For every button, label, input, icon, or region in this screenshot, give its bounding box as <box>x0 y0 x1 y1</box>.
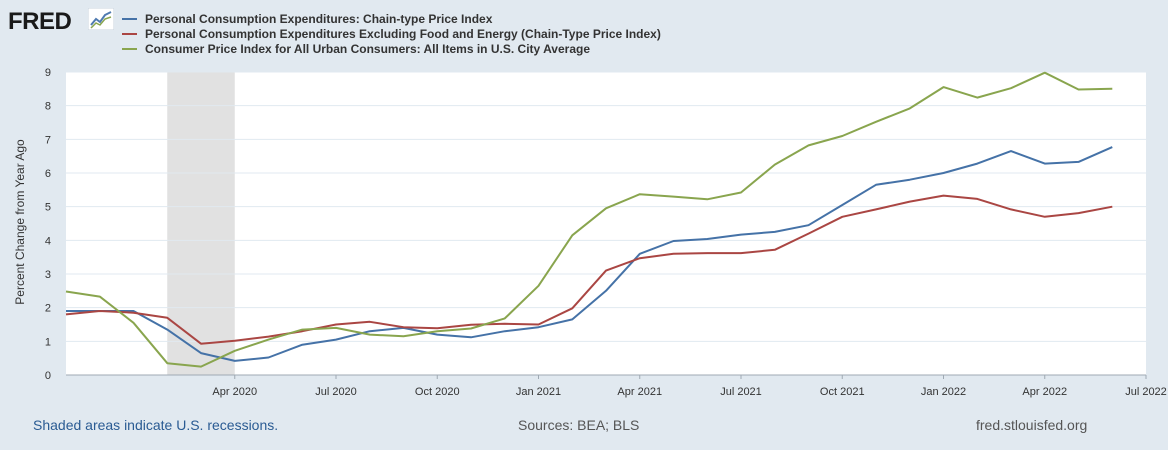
legend-swatch-cpi <box>122 48 137 50</box>
x-tick-label: Apr 2022 <box>1022 386 1067 398</box>
y-tick-label: 4 <box>45 235 51 247</box>
x-tick-label: Jul 2021 <box>720 386 762 398</box>
fred-logo[interactable]: FRED <box>8 8 72 35</box>
x-tick-label: Oct 2020 <box>415 386 460 398</box>
x-tick-label: Oct 2021 <box>820 386 865 398</box>
sources-text: Sources: BEA; BLS <box>518 417 640 433</box>
y-tick-label: 3 <box>45 269 51 281</box>
x-tick-label: Jul 2022 <box>1125 386 1167 398</box>
x-tick-label: Jul 2020 <box>315 386 357 398</box>
series-line-1 <box>65 194 1113 345</box>
legend-item-pce[interactable]: Personal Consumption Expenditures: Chain… <box>122 12 661 26</box>
legend-label-core-pce: Personal Consumption Expenditures Exclud… <box>145 27 661 41</box>
legend-item-cpi[interactable]: Consumer Price Index for All Urban Consu… <box>122 42 661 56</box>
y-tick-label: 6 <box>45 168 51 180</box>
x-tick-label: Apr 2020 <box>212 386 257 398</box>
header: FRED Personal Consumption Expenditures: … <box>0 0 1168 62</box>
chart-legend: Personal Consumption Expenditures: Chain… <box>122 12 661 57</box>
y-tick-label: 7 <box>45 134 51 146</box>
x-tick-label: Apr 2021 <box>617 386 662 398</box>
recession-note: Shaded areas indicate U.S. recessions. <box>33 417 279 433</box>
legend-label-cpi: Consumer Price Index for All Urban Consu… <box>145 42 590 56</box>
plot-area <box>66 72 1146 375</box>
y-tick-label: 9 <box>45 67 51 79</box>
y-tick-label: 1 <box>45 336 51 348</box>
series-line-0 <box>66 146 1113 362</box>
chart-canvas: 0 1 2 3 4 5 6 7 8 9 Apr 2020 Jul 2020 Oct 2020 Jan 20… <box>45 67 1167 398</box>
legend-swatch-pce <box>122 18 137 20</box>
legend-label-pce: Personal Consumption Expenditures: Chain… <box>145 12 493 26</box>
y-tick-label: 8 <box>45 101 51 113</box>
recession-shade <box>167 72 235 375</box>
series-line-2 <box>65 71 1113 368</box>
y-tick-label: 2 <box>45 303 51 315</box>
y-tick-label: 5 <box>45 202 51 214</box>
legend-item-core-pce[interactable]: Personal Consumption Expenditures Exclud… <box>122 27 661 41</box>
site-link[interactable]: fred.stlouisfed.org <box>976 417 1088 433</box>
x-tick-label: Jan 2022 <box>921 386 966 398</box>
x-tick-label: Jan 2021 <box>516 386 561 398</box>
y-tick-label: 0 <box>45 370 51 382</box>
legend-swatch-core-pce <box>122 33 137 35</box>
